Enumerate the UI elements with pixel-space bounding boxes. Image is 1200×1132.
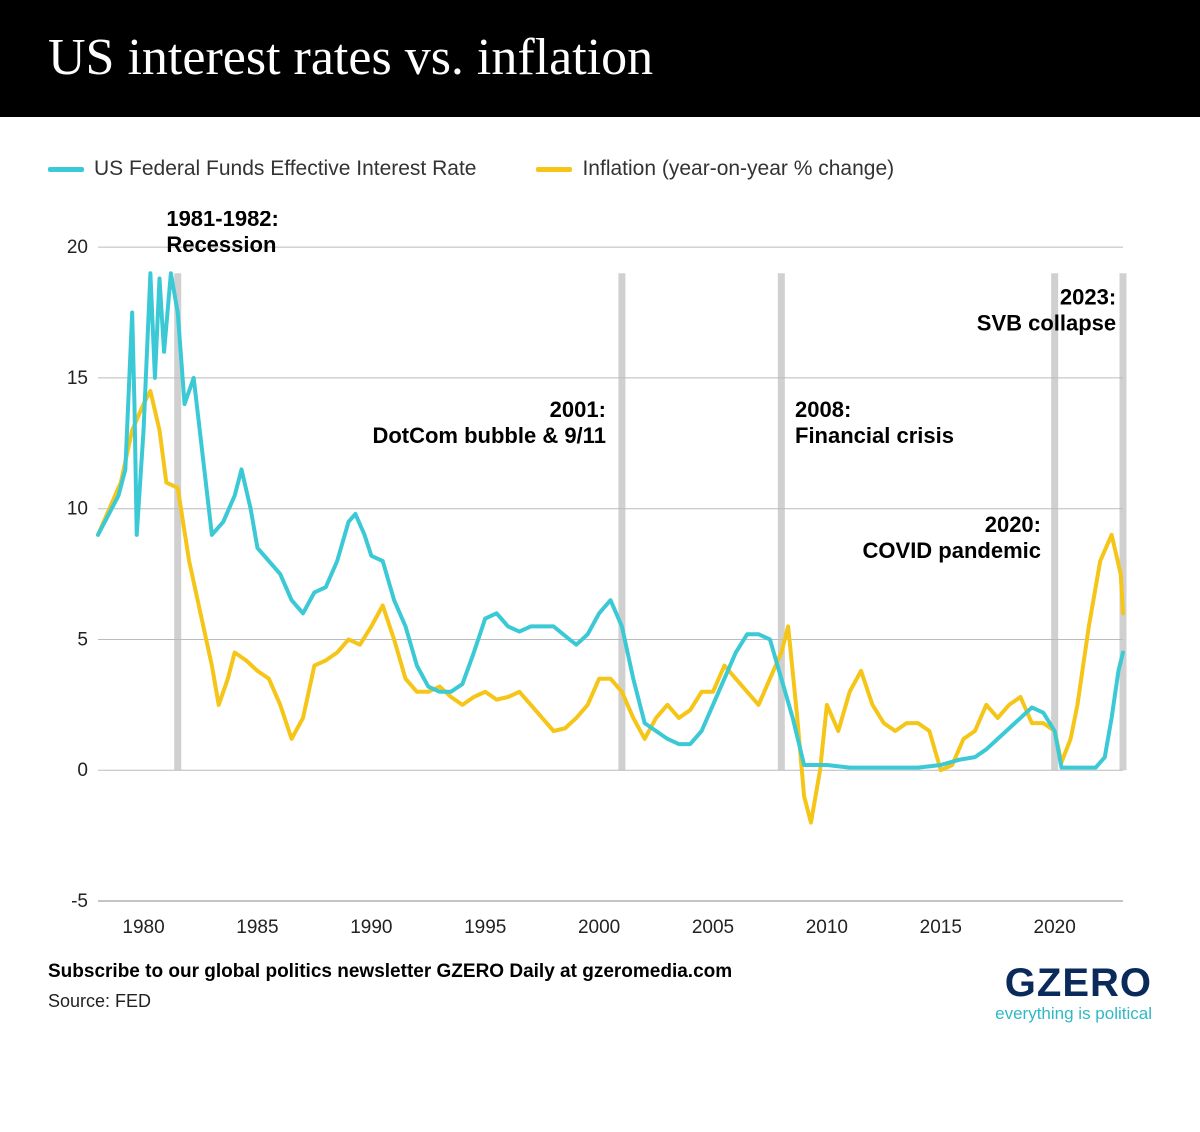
brand-tagline: everything is political: [995, 1004, 1152, 1024]
brand-block: GZERO everything is political: [995, 961, 1152, 1024]
legend-swatch-inflation: [536, 167, 572, 172]
svg-text:2001:: 2001:: [550, 397, 606, 422]
svg-text:Recession: Recession: [166, 232, 276, 257]
legend-item-inflation: Inflation (year-on-year % change): [536, 157, 894, 181]
svg-text:COVID pandemic: COVID pandemic: [863, 538, 1041, 563]
svg-text:2008:: 2008:: [795, 397, 851, 422]
svg-text:5: 5: [77, 629, 88, 650]
chart-content: US Federal Funds Effective Interest Rate…: [0, 117, 1200, 951]
svg-text:DotCom bubble & 9/11: DotCom bubble & 9/11: [372, 423, 605, 448]
subscribe-text: Subscribe to our global politics newslet…: [48, 961, 732, 983]
svg-text:-5: -5: [71, 891, 88, 912]
source-text: Source: FED: [48, 991, 732, 1012]
svg-text:2015: 2015: [920, 917, 962, 938]
svg-text:SVB collapse: SVB collapse: [977, 311, 1116, 336]
svg-text:Financial crisis: Financial crisis: [795, 423, 954, 448]
legend-item-fedfunds: US Federal Funds Effective Interest Rate: [48, 157, 476, 181]
legend-swatch-fedfunds: [48, 167, 84, 172]
svg-text:15: 15: [67, 368, 88, 389]
svg-text:0: 0: [77, 760, 88, 781]
chart-svg: -5 0 5 10 15 20 1980 1985 1990 1995 2000 2005 2010 20…: [48, 211, 1138, 951]
svg-text:2005: 2005: [692, 917, 734, 938]
svg-text:2010: 2010: [806, 917, 848, 938]
chart-title: US interest rates vs. inflation: [48, 29, 653, 86]
svg-text:1995: 1995: [464, 917, 506, 938]
svg-text:1980: 1980: [122, 917, 164, 938]
brand-name: GZERO: [995, 961, 1152, 1006]
svg-text:1981-1982:: 1981-1982:: [166, 211, 279, 231]
footer-text: Subscribe to our global politics newslet…: [48, 961, 732, 1012]
chart-legend: US Federal Funds Effective Interest Rate…: [48, 157, 1152, 181]
svg-text:2020:: 2020:: [985, 512, 1041, 537]
svg-text:1985: 1985: [236, 917, 278, 938]
svg-text:1990: 1990: [350, 917, 392, 938]
svg-text:10: 10: [67, 499, 88, 520]
legend-label-inflation: Inflation (year-on-year % change): [582, 157, 894, 181]
svg-text:2000: 2000: [578, 917, 620, 938]
chart-plot-area: -5 0 5 10 15 20 1980 1985 1990 1995 2000 2005 2010 20…: [48, 211, 1138, 951]
svg-text:2023:: 2023:: [1060, 285, 1116, 310]
svg-text:20: 20: [67, 237, 88, 258]
chart-footer: Subscribe to our global politics newslet…: [0, 951, 1200, 1024]
chart-header: US interest rates vs. inflation: [0, 0, 1200, 117]
legend-label-fedfunds: US Federal Funds Effective Interest Rate: [94, 157, 476, 181]
svg-text:2020: 2020: [1034, 917, 1076, 938]
